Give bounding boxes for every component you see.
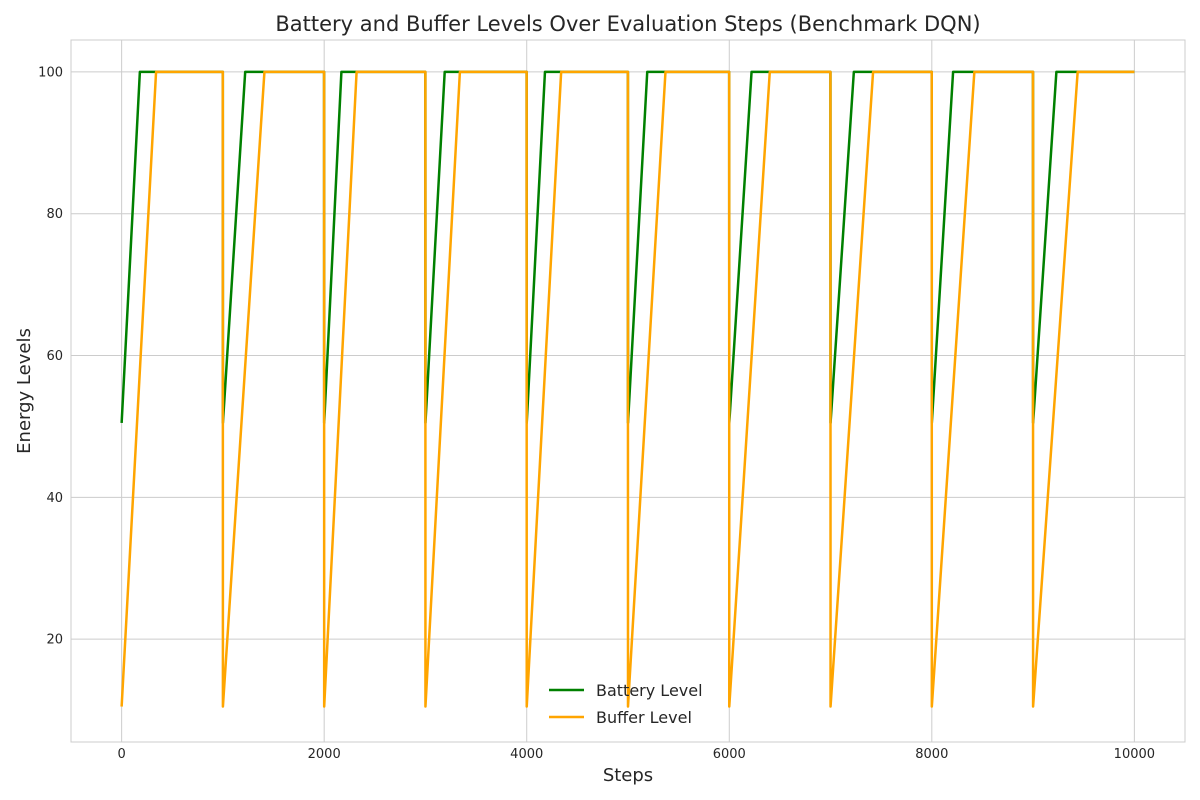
legend: Battery Level Buffer Level (549, 681, 703, 727)
y-tick-label: 40 (46, 491, 63, 506)
x-axis-label: Steps (603, 765, 653, 786)
legend-label: Buffer Level (596, 708, 692, 727)
plot-frame (70, 39, 1186, 743)
x-tick-label: 0 (117, 747, 125, 762)
x-axis-ticks: 0 2000 4000 6000 8000 10000 (117, 747, 1155, 762)
chart-title: Battery and Buffer Levels Over Evaluatio… (275, 12, 980, 36)
y-axis-ticks: 20 40 60 80 100 (38, 65, 63, 647)
series-lines (120, 70, 1135, 708)
x-tick-label: 6000 (713, 747, 746, 762)
y-tick-label: 100 (38, 65, 63, 80)
legend-label: Battery Level (596, 681, 703, 700)
series-line-buffer (120, 70, 1135, 708)
x-tick-label: 2000 (308, 747, 341, 762)
plot-area (70, 39, 1186, 743)
y-axis-label: Energy Levels (14, 328, 35, 454)
x-tick-label: 8000 (915, 747, 948, 762)
y-tick-label: 60 (46, 349, 63, 364)
x-tick-label: 10000 (1114, 747, 1155, 762)
x-tick-label: 4000 (510, 747, 543, 762)
y-tick-label: 80 (46, 207, 63, 222)
y-tick-label: 20 (46, 633, 63, 648)
